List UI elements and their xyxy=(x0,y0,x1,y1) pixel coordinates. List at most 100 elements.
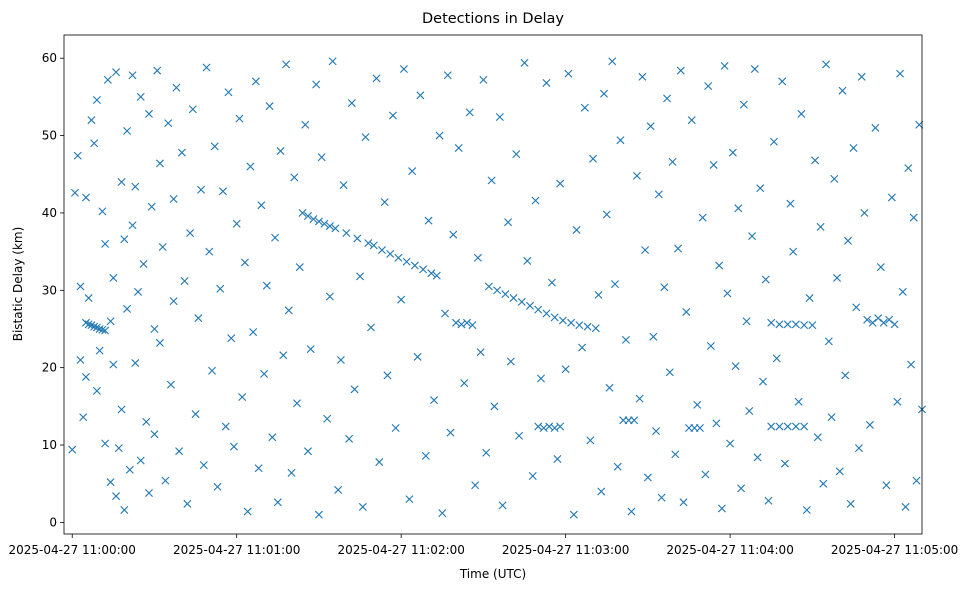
data-point xyxy=(254,464,263,473)
data-point xyxy=(443,71,452,80)
data-point xyxy=(545,422,554,431)
data-point xyxy=(394,253,403,262)
data-point xyxy=(221,422,230,431)
data-point xyxy=(827,413,836,422)
data-point xyxy=(413,352,422,361)
data-point xyxy=(854,444,863,453)
data-point xyxy=(498,501,507,510)
data-point xyxy=(452,318,460,327)
data-point xyxy=(446,428,455,437)
data-point xyxy=(298,208,307,217)
data-point xyxy=(517,297,526,306)
data-point xyxy=(295,263,304,272)
data-point xyxy=(857,72,866,81)
data-point xyxy=(863,315,872,324)
data-point xyxy=(578,343,587,352)
data-point xyxy=(144,109,153,118)
data-point xyxy=(479,75,488,84)
data-point xyxy=(704,82,713,91)
data-point xyxy=(709,160,718,169)
data-point xyxy=(120,235,129,244)
data-point xyxy=(791,320,800,329)
data-point xyxy=(597,487,606,496)
data-point xyxy=(169,195,178,204)
data-point xyxy=(109,273,118,282)
data-point xyxy=(764,496,773,505)
data-point xyxy=(405,495,414,504)
data-point xyxy=(476,348,485,357)
data-point xyxy=(260,369,269,378)
y-tick-label: 10 xyxy=(42,438,57,452)
data-point xyxy=(646,122,655,131)
data-point xyxy=(556,422,565,431)
data-point xyxy=(531,196,540,205)
data-point xyxy=(791,422,800,431)
data-point xyxy=(731,362,740,371)
data-point xyxy=(520,58,529,67)
data-point xyxy=(536,374,545,383)
data-point xyxy=(317,153,326,162)
data-point xyxy=(605,383,614,392)
data-point xyxy=(81,372,90,381)
data-point xyxy=(737,484,746,493)
data-point xyxy=(701,470,710,479)
data-point xyxy=(208,366,217,375)
data-point xyxy=(249,328,258,337)
data-point xyxy=(843,236,852,245)
data-point xyxy=(602,210,611,219)
data-point xyxy=(180,277,189,286)
data-point xyxy=(898,287,907,296)
data-point xyxy=(676,66,685,75)
data-point xyxy=(621,335,630,344)
data-point xyxy=(290,173,299,182)
data-point xyxy=(813,433,822,442)
data-point xyxy=(106,317,115,326)
data-point xyxy=(824,337,833,346)
data-point xyxy=(139,260,148,268)
chart-title: Detections in Delay xyxy=(422,11,564,27)
data-point xyxy=(693,400,702,409)
data-point xyxy=(161,476,170,485)
data-point xyxy=(79,413,88,422)
data-point xyxy=(441,309,450,318)
data-point xyxy=(276,147,285,156)
data-point xyxy=(556,179,565,188)
data-point xyxy=(164,119,173,128)
data-point xyxy=(73,151,82,160)
data-point xyxy=(865,420,874,429)
data-point xyxy=(232,219,241,228)
data-point xyxy=(663,94,672,103)
data-point xyxy=(816,222,825,231)
data-point xyxy=(279,351,288,360)
data-point xyxy=(720,61,729,70)
data-point xyxy=(131,359,140,368)
data-point xyxy=(761,275,770,284)
data-point xyxy=(876,263,885,272)
x-tick-label: 2025-04-27 11:02:00 xyxy=(337,543,464,557)
data-point xyxy=(325,292,334,301)
data-point xyxy=(896,69,905,78)
data-point xyxy=(339,181,348,190)
data-point xyxy=(120,506,129,515)
data-point xyxy=(191,410,200,419)
data-point xyxy=(487,176,496,185)
data-point xyxy=(649,332,658,341)
data-point xyxy=(769,137,778,146)
data-point xyxy=(430,396,439,405)
data-point xyxy=(668,157,677,166)
data-point xyxy=(125,465,134,474)
data-point xyxy=(674,244,683,253)
data-point xyxy=(871,123,880,132)
data-point xyxy=(534,305,543,314)
data-point xyxy=(213,482,222,491)
data-point xyxy=(84,294,93,303)
data-point xyxy=(153,66,162,75)
plot-area xyxy=(64,35,922,534)
data-point xyxy=(909,213,918,222)
data-point xyxy=(227,334,236,343)
data-point xyxy=(542,78,551,87)
data-point xyxy=(473,253,482,262)
data-point xyxy=(569,510,578,519)
data-point xyxy=(608,57,617,66)
data-point xyxy=(435,131,444,140)
